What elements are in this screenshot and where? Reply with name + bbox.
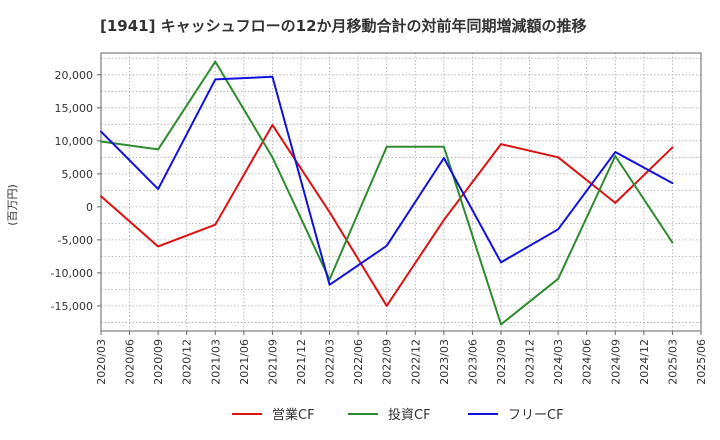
y-tick-label: 20,000 [55,69,94,82]
x-tick-label: 2025/06 [695,339,708,385]
y-tick-label: 5,000 [62,168,94,181]
series-line-2 [100,60,674,326]
x-tick-label: 2021/03 [209,339,222,385]
x-tick-label: 2024/12 [638,339,651,385]
x-tick-label: 2021/09 [266,339,279,385]
plot-border [100,52,702,332]
y-axis-label: (百万円) [6,184,19,226]
x-tick-label: 2020/09 [152,339,165,385]
x-tick-label: 2023/03 [438,339,451,385]
legend-label-2: 投資CF [388,407,431,423]
legend-label-3: フリーCF [508,408,564,423]
series-line-1 [100,123,674,307]
x-tick-label: 2024/06 [581,339,594,385]
legend: 営業CF 投資CF フリーCF [232,407,564,423]
x-tick-label: 2020/12 [181,339,194,385]
legend-label-1: 営業CF [272,407,315,423]
plot-area [101,53,701,331]
grid [100,53,702,331]
y-tick-label: -10,000 [51,267,93,280]
y-tick-label: 15,000 [55,102,94,115]
x-tick-label: 2022/03 [324,339,337,385]
x-tick-label: 2024/03 [552,339,565,385]
x-tick-label: 2022/06 [352,339,365,385]
series-line-3 [100,75,674,286]
y-tick-label: -5,000 [58,234,93,247]
y-tick-label: 10,000 [55,135,94,148]
x-tick-label: 2020/03 [95,339,108,385]
x-tick-label: 2023/12 [524,339,537,385]
x-tick-label: 2021/06 [238,339,251,385]
axes: 20,000 15,000 10,000 5,000 0 -5,000 -10,000 -15… [51,52,708,385]
y-tick-label: -15,000 [51,300,93,313]
x-tick-label: 2020/06 [124,339,137,385]
x-tick-label: 2025/03 [666,339,679,385]
x-tick-label: 2021/12 [295,339,308,385]
x-tick-label: 2022/09 [381,339,394,385]
x-tick-label: 2023/09 [495,339,508,385]
chart-title: [1941] キャッシュフローの12か月移動合計の対前年同期増減額の推移 [100,17,587,35]
x-tick-label: 2023/06 [466,339,479,385]
series [100,60,674,326]
x-tick-label: 2024/09 [609,339,622,385]
y-tick-label: 0 [86,201,93,214]
x-tick-label: 2022/12 [409,339,422,385]
